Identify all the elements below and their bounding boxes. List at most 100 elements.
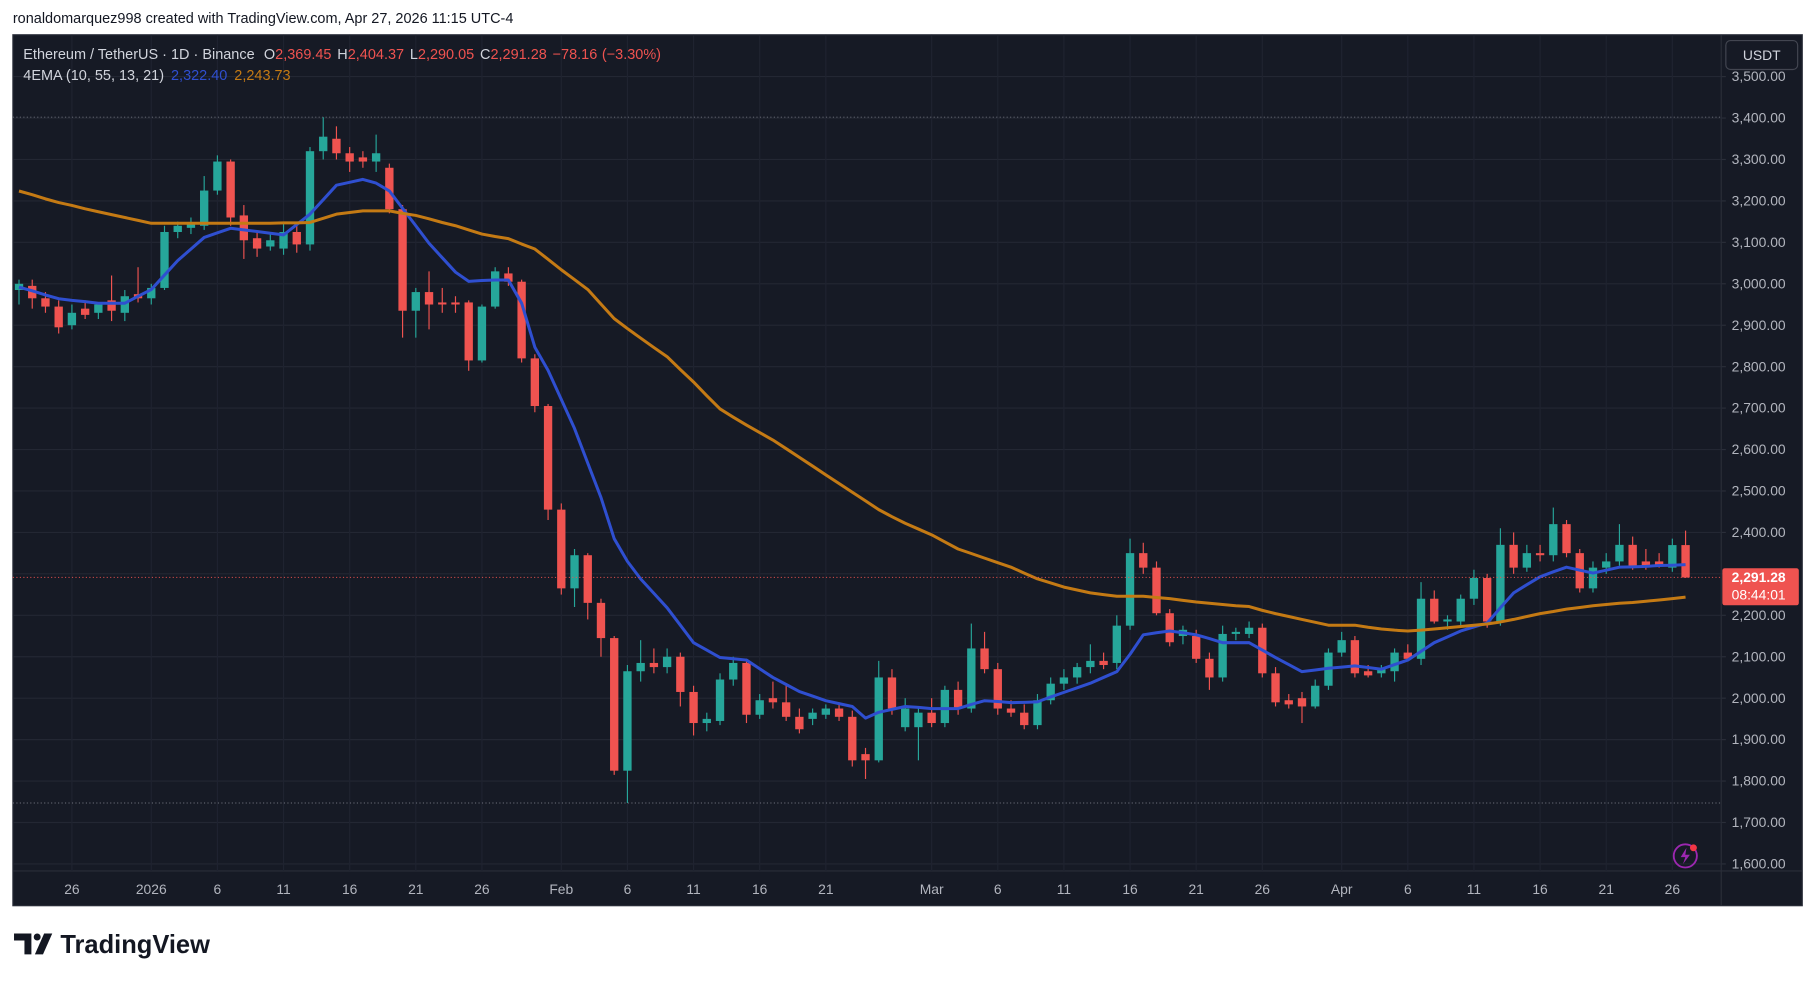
candle-body bbox=[1139, 553, 1148, 568]
x-tick-label: 6 bbox=[624, 881, 632, 897]
candle-body bbox=[1205, 658, 1214, 678]
ema-line bbox=[18, 189, 1686, 633]
candle-body bbox=[887, 677, 897, 709]
candle-body bbox=[689, 691, 698, 724]
candle-body bbox=[1125, 553, 1135, 626]
y-tick-label: 3,000.00 bbox=[1732, 275, 1786, 291]
candle-body bbox=[768, 698, 778, 703]
alert-icon[interactable] bbox=[1672, 843, 1698, 869]
candle-body bbox=[755, 700, 764, 715]
candle-body bbox=[1681, 545, 1690, 578]
candle-body bbox=[993, 669, 1002, 709]
y-tick-label: 2,900.00 bbox=[1732, 317, 1786, 333]
candle-body bbox=[1244, 627, 1254, 634]
candle-body bbox=[1311, 685, 1320, 707]
y-tick-label: 1,900.00 bbox=[1732, 731, 1786, 747]
currency-button[interactable]: USDT bbox=[1725, 39, 1799, 71]
candle-body bbox=[583, 555, 592, 603]
candle-body bbox=[411, 292, 420, 311]
ohlc-value: 2,369.45 bbox=[275, 47, 331, 63]
alert-icon-dot[interactable] bbox=[1689, 844, 1697, 852]
candle-body bbox=[1403, 652, 1412, 659]
candle-body bbox=[385, 167, 394, 210]
candle-body bbox=[94, 304, 103, 313]
currency-button-box[interactable] bbox=[1725, 39, 1799, 71]
x-tick-label: 2026 bbox=[136, 881, 167, 897]
candle-body bbox=[861, 754, 870, 761]
candle-body bbox=[332, 138, 341, 154]
candle-body bbox=[610, 638, 619, 771]
logo-mark-left bbox=[14, 933, 32, 955]
candle-body bbox=[305, 151, 315, 245]
ohlc-key: C bbox=[480, 47, 490, 63]
candle-body bbox=[41, 298, 50, 307]
candle-body bbox=[821, 708, 831, 715]
y-tick-label: 2,500.00 bbox=[1732, 483, 1786, 499]
candle-body bbox=[967, 648, 976, 709]
candle-body bbox=[1006, 708, 1016, 713]
x-tick-label: 11 bbox=[1057, 881, 1072, 897]
x-tick-label: 26 bbox=[64, 881, 80, 897]
candle-body bbox=[1218, 633, 1227, 678]
legend: Ethereum / TetherUS · 1D · Binance O2,369… bbox=[23, 47, 661, 84]
candle-body bbox=[1020, 712, 1029, 726]
candle-body bbox=[1231, 631, 1241, 634]
candle-body bbox=[1496, 544, 1505, 622]
axes: 1,600.00 1,700.00 1,800.00 1,900.00 2,000.00… bbox=[64, 68, 1799, 897]
y-tick-label: 1,700.00 bbox=[1732, 814, 1786, 830]
candle-body bbox=[345, 153, 354, 162]
candle-body bbox=[676, 656, 685, 692]
legend-line: Ethereum / TetherUS · 1D · Binance O2,369… bbox=[23, 47, 661, 63]
header-credit: ronaldomarquez998 created with TradingVi… bbox=[13, 11, 514, 27]
ohlc-key: O bbox=[264, 47, 275, 63]
candle-body bbox=[504, 273, 513, 282]
logo-mark-dot bbox=[33, 933, 41, 941]
candle-body bbox=[715, 679, 725, 721]
candle-body bbox=[173, 225, 182, 232]
candle-body bbox=[1588, 567, 1598, 589]
x-tick-label: 26 bbox=[1665, 881, 1681, 897]
indicator-value: 2,322.40 bbox=[171, 68, 227, 84]
candle-body bbox=[1549, 524, 1558, 556]
y-tick-label: 2,000.00 bbox=[1732, 690, 1786, 706]
candle-body bbox=[1271, 673, 1280, 703]
candle-body bbox=[1152, 567, 1161, 614]
x-tick-label: Apr bbox=[1331, 881, 1353, 897]
symbol-title: Ethereum / TetherUS · 1D · Binance bbox=[23, 47, 254, 63]
y-tick-label: 2,700.00 bbox=[1732, 400, 1786, 416]
y-tick-label: 1,600.00 bbox=[1732, 856, 1786, 872]
candle-body bbox=[107, 300, 116, 311]
currency-label[interactable]: USDT bbox=[1743, 47, 1781, 63]
x-tick-label: 6 bbox=[214, 881, 222, 897]
alert-icon-bolt[interactable] bbox=[1680, 847, 1690, 865]
y-tick-label: 3,400.00 bbox=[1732, 110, 1786, 126]
candle-body bbox=[477, 306, 487, 361]
candle-body bbox=[1192, 636, 1201, 659]
candle-body bbox=[438, 302, 447, 305]
alert-icon-circle[interactable] bbox=[1672, 843, 1698, 869]
candle-body bbox=[781, 702, 791, 717]
change-percent: (−3.30%) bbox=[602, 47, 661, 63]
candle-body bbox=[517, 281, 526, 359]
candle-body bbox=[1363, 671, 1373, 676]
last-price-box bbox=[1722, 568, 1799, 606]
y-tick-label: 2,200.00 bbox=[1732, 607, 1786, 623]
x-tick-label: 21 bbox=[1598, 881, 1614, 897]
candle-body bbox=[596, 602, 606, 639]
x-tick-label: 16 bbox=[1122, 881, 1138, 897]
candle-body bbox=[147, 287, 156, 299]
candle-body bbox=[1033, 700, 1042, 726]
candle-body bbox=[1059, 677, 1069, 684]
x-tick-label: 6 bbox=[1404, 881, 1412, 897]
candle-body bbox=[1046, 683, 1055, 701]
candle-body bbox=[1086, 660, 1095, 668]
candle-body bbox=[874, 677, 883, 761]
y-tick-label: 3,500.00 bbox=[1732, 68, 1786, 84]
y-tick-label: 3,100.00 bbox=[1732, 234, 1786, 250]
candle-body bbox=[1628, 544, 1637, 566]
candle-body bbox=[557, 509, 566, 589]
candle-body bbox=[266, 240, 275, 247]
candle-body bbox=[795, 716, 804, 730]
candle-body bbox=[729, 662, 738, 680]
